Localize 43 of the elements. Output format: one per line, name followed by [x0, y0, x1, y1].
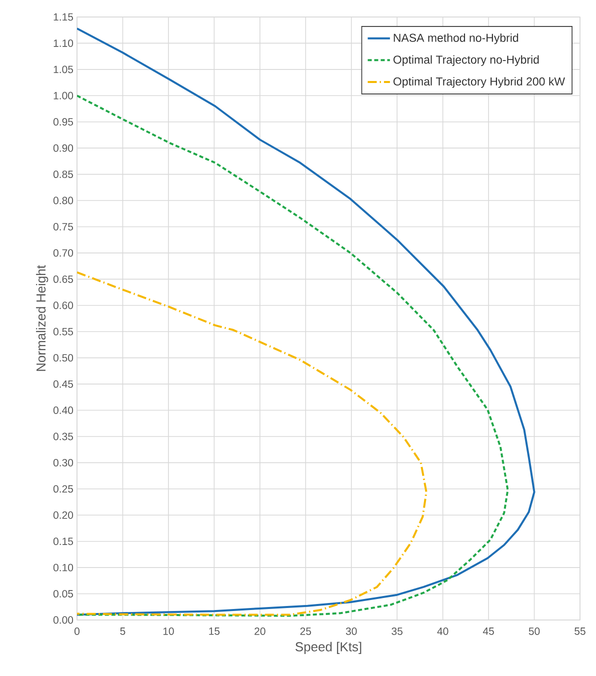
y-tick-label: 0.35 — [53, 432, 74, 440]
legend-label: Optimal Trajectory no-Hybrid — [393, 55, 539, 66]
y-tick-label: 1.00 — [54, 92, 74, 100]
x-tick-label: 15 — [209, 628, 220, 635]
x-tick-label: 40 — [437, 628, 448, 635]
y-tick-label: 0.05 — [53, 590, 74, 598]
y-tick-label: 0.90 — [53, 144, 74, 152]
y-tick-label: 0.10 — [53, 564, 74, 572]
x-tick-label: 20 — [254, 628, 266, 635]
legend-label: NASA method no-Hybrid — [394, 33, 518, 44]
y-tick-label: 0.30 — [53, 458, 74, 466]
y-tick-label: 0.25 — [53, 485, 74, 493]
y-tick-label: 0.40 — [53, 406, 74, 414]
y-tick-label: 0.45 — [53, 380, 74, 388]
y-tick-label: 0.70 — [53, 249, 74, 257]
line-series — [77, 94, 509, 617]
y-tick-label: 0.20 — [53, 511, 74, 519]
line-series — [77, 271, 428, 616]
y-tick-label: 1.10 — [54, 39, 74, 47]
x-tick-label: 55 — [574, 628, 586, 635]
y-tick-label: 0.75 — [53, 223, 74, 230]
y-tick-label: 1.15 — [54, 13, 74, 21]
y-tick-label: 0.00 — [53, 616, 74, 624]
x-tick-label: 50 — [528, 628, 540, 635]
x-tick-label: 45 — [482, 628, 494, 635]
y-tick-label: 0.85 — [53, 170, 74, 178]
x-axis-title: Speed [Kts] — [295, 642, 362, 654]
x-tick-label: 35 — [392, 628, 402, 635]
x-tick-label: 10 — [163, 628, 174, 635]
y-tick-label: 1.05 — [54, 66, 74, 74]
y-tick-label: 0.55 — [53, 328, 74, 336]
y-tick-label: 0.80 — [53, 196, 74, 204]
x-tick-label: 0 — [74, 628, 80, 635]
x-tick-label: 5 — [120, 628, 126, 635]
legend-label: Optimal Trajectory Hybrid 200 kW — [393, 77, 565, 88]
x-tick-label: 25 — [300, 628, 312, 635]
y-tick-label: 0.60 — [53, 302, 74, 310]
y-axis-title: Normalized Height — [36, 265, 48, 371]
x-tick-label: 30 — [346, 628, 357, 635]
y-tick-label: 0.65 — [53, 275, 74, 283]
y-tick-label: 0.15 — [53, 538, 74, 546]
y-tick-label: 0.50 — [53, 354, 74, 362]
y-tick-label: 0.95 — [53, 118, 74, 126]
